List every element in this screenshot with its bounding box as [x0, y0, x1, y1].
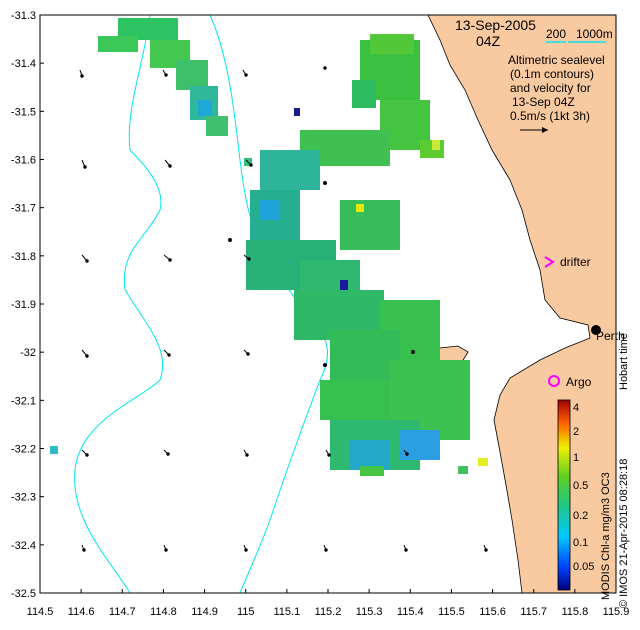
map-date: 13-Sep-2005: [455, 17, 536, 33]
drifter-marker: [544, 256, 555, 268]
x-tick-label: 115.3: [356, 606, 383, 618]
colorbar-tick-0.2: 0.2: [573, 510, 588, 522]
y-tick-label: -31.4: [11, 58, 36, 70]
y-tick-label: -32.1: [11, 395, 36, 407]
perth-marker: [591, 325, 601, 335]
x-tick-label: 115.9: [603, 606, 630, 618]
colorbar-tick-0.1: 0.1: [573, 537, 588, 549]
credit-label: © IMOS 21-Apr-2015 08:28:18: [618, 459, 630, 608]
y-tick-label: -32.2: [11, 444, 36, 456]
y-tick-label: -32.5: [11, 588, 36, 600]
y-tick-label: -32.4: [11, 540, 36, 552]
x-tick-label: 115.4: [397, 606, 424, 618]
x-tick-label: 115.2: [315, 606, 342, 618]
colorbar-tick-0.05: 0.05: [573, 561, 594, 573]
map-time: 04Z: [476, 33, 501, 49]
x-tick-label: 115: [237, 606, 255, 618]
y-tick-label: -31.6: [11, 155, 36, 167]
argo-marker: [548, 375, 560, 387]
legend-line-1: Altimetric sealevel: [508, 53, 605, 67]
velocity-scale-arrow: [520, 127, 548, 133]
x-tick-label: 115.8: [561, 606, 588, 618]
y-axis-ticks: -31.3 -31.4 -31.5 -31.6 -31.7 -31.8 -31.9 -32 -3…: [11, 10, 44, 600]
colorbar-tick-1: 1: [573, 452, 579, 464]
perth-label: Perth: [596, 329, 625, 343]
colorbar: [557, 399, 571, 591]
colorbar-tick-4: 4: [573, 402, 579, 414]
drifter-label: drifter: [560, 255, 591, 269]
x-tick-label: 114.9: [191, 606, 218, 618]
velocity-arrows: [79, 66, 488, 552]
argo-label: Argo: [566, 375, 592, 389]
y-tick-label: -31.8: [11, 251, 36, 263]
colorbar-tick-0.5: 0.5: [573, 480, 588, 492]
legend-line-2: (0.1m contours): [510, 67, 594, 81]
x-tick-label: 115.6: [479, 606, 506, 618]
y-tick-label: -32.3: [11, 492, 36, 504]
x-tick-label: 114.8: [150, 606, 177, 618]
scale-label-1000: 1000m: [576, 27, 613, 41]
legend-line-5: 0.5m/s (1kt 3h): [510, 109, 590, 123]
x-tick-label: 115.7: [520, 606, 547, 618]
colorbar-tick-2: 2: [573, 426, 579, 438]
legend-line-3: and velocity for: [510, 81, 591, 95]
x-tick-label: 115.1: [273, 606, 300, 618]
y-tick-label: -31.5: [11, 106, 36, 118]
x-tick-label: 115.5: [438, 606, 465, 618]
legend-line-4: 13-Sep 04Z: [512, 95, 575, 109]
x-tick-label: 114.7: [109, 606, 136, 618]
y-tick-label: -32: [20, 347, 36, 359]
x-tick-label: 114.6: [68, 606, 95, 618]
colorbar-ticks: 4 2 1 0.5 0.2 0.1 0.05: [573, 402, 594, 573]
hobart-label: Hobart time: [618, 333, 630, 390]
y-tick-label: -31.7: [11, 203, 36, 215]
product-label: MODIS Chl-a mg/m3 OC3: [600, 472, 612, 600]
x-axis-ticks: 114.5 114.6 114.7 114.8 114.9 115 115.1 115.2 11…: [27, 589, 630, 618]
y-tick-label: -31.3: [11, 10, 36, 22]
scale-label-200: 200: [546, 27, 566, 41]
chlorophyll-pixels: [50, 18, 488, 476]
y-tick-label: -31.9: [11, 299, 36, 311]
x-tick-label: 114.5: [27, 606, 54, 618]
